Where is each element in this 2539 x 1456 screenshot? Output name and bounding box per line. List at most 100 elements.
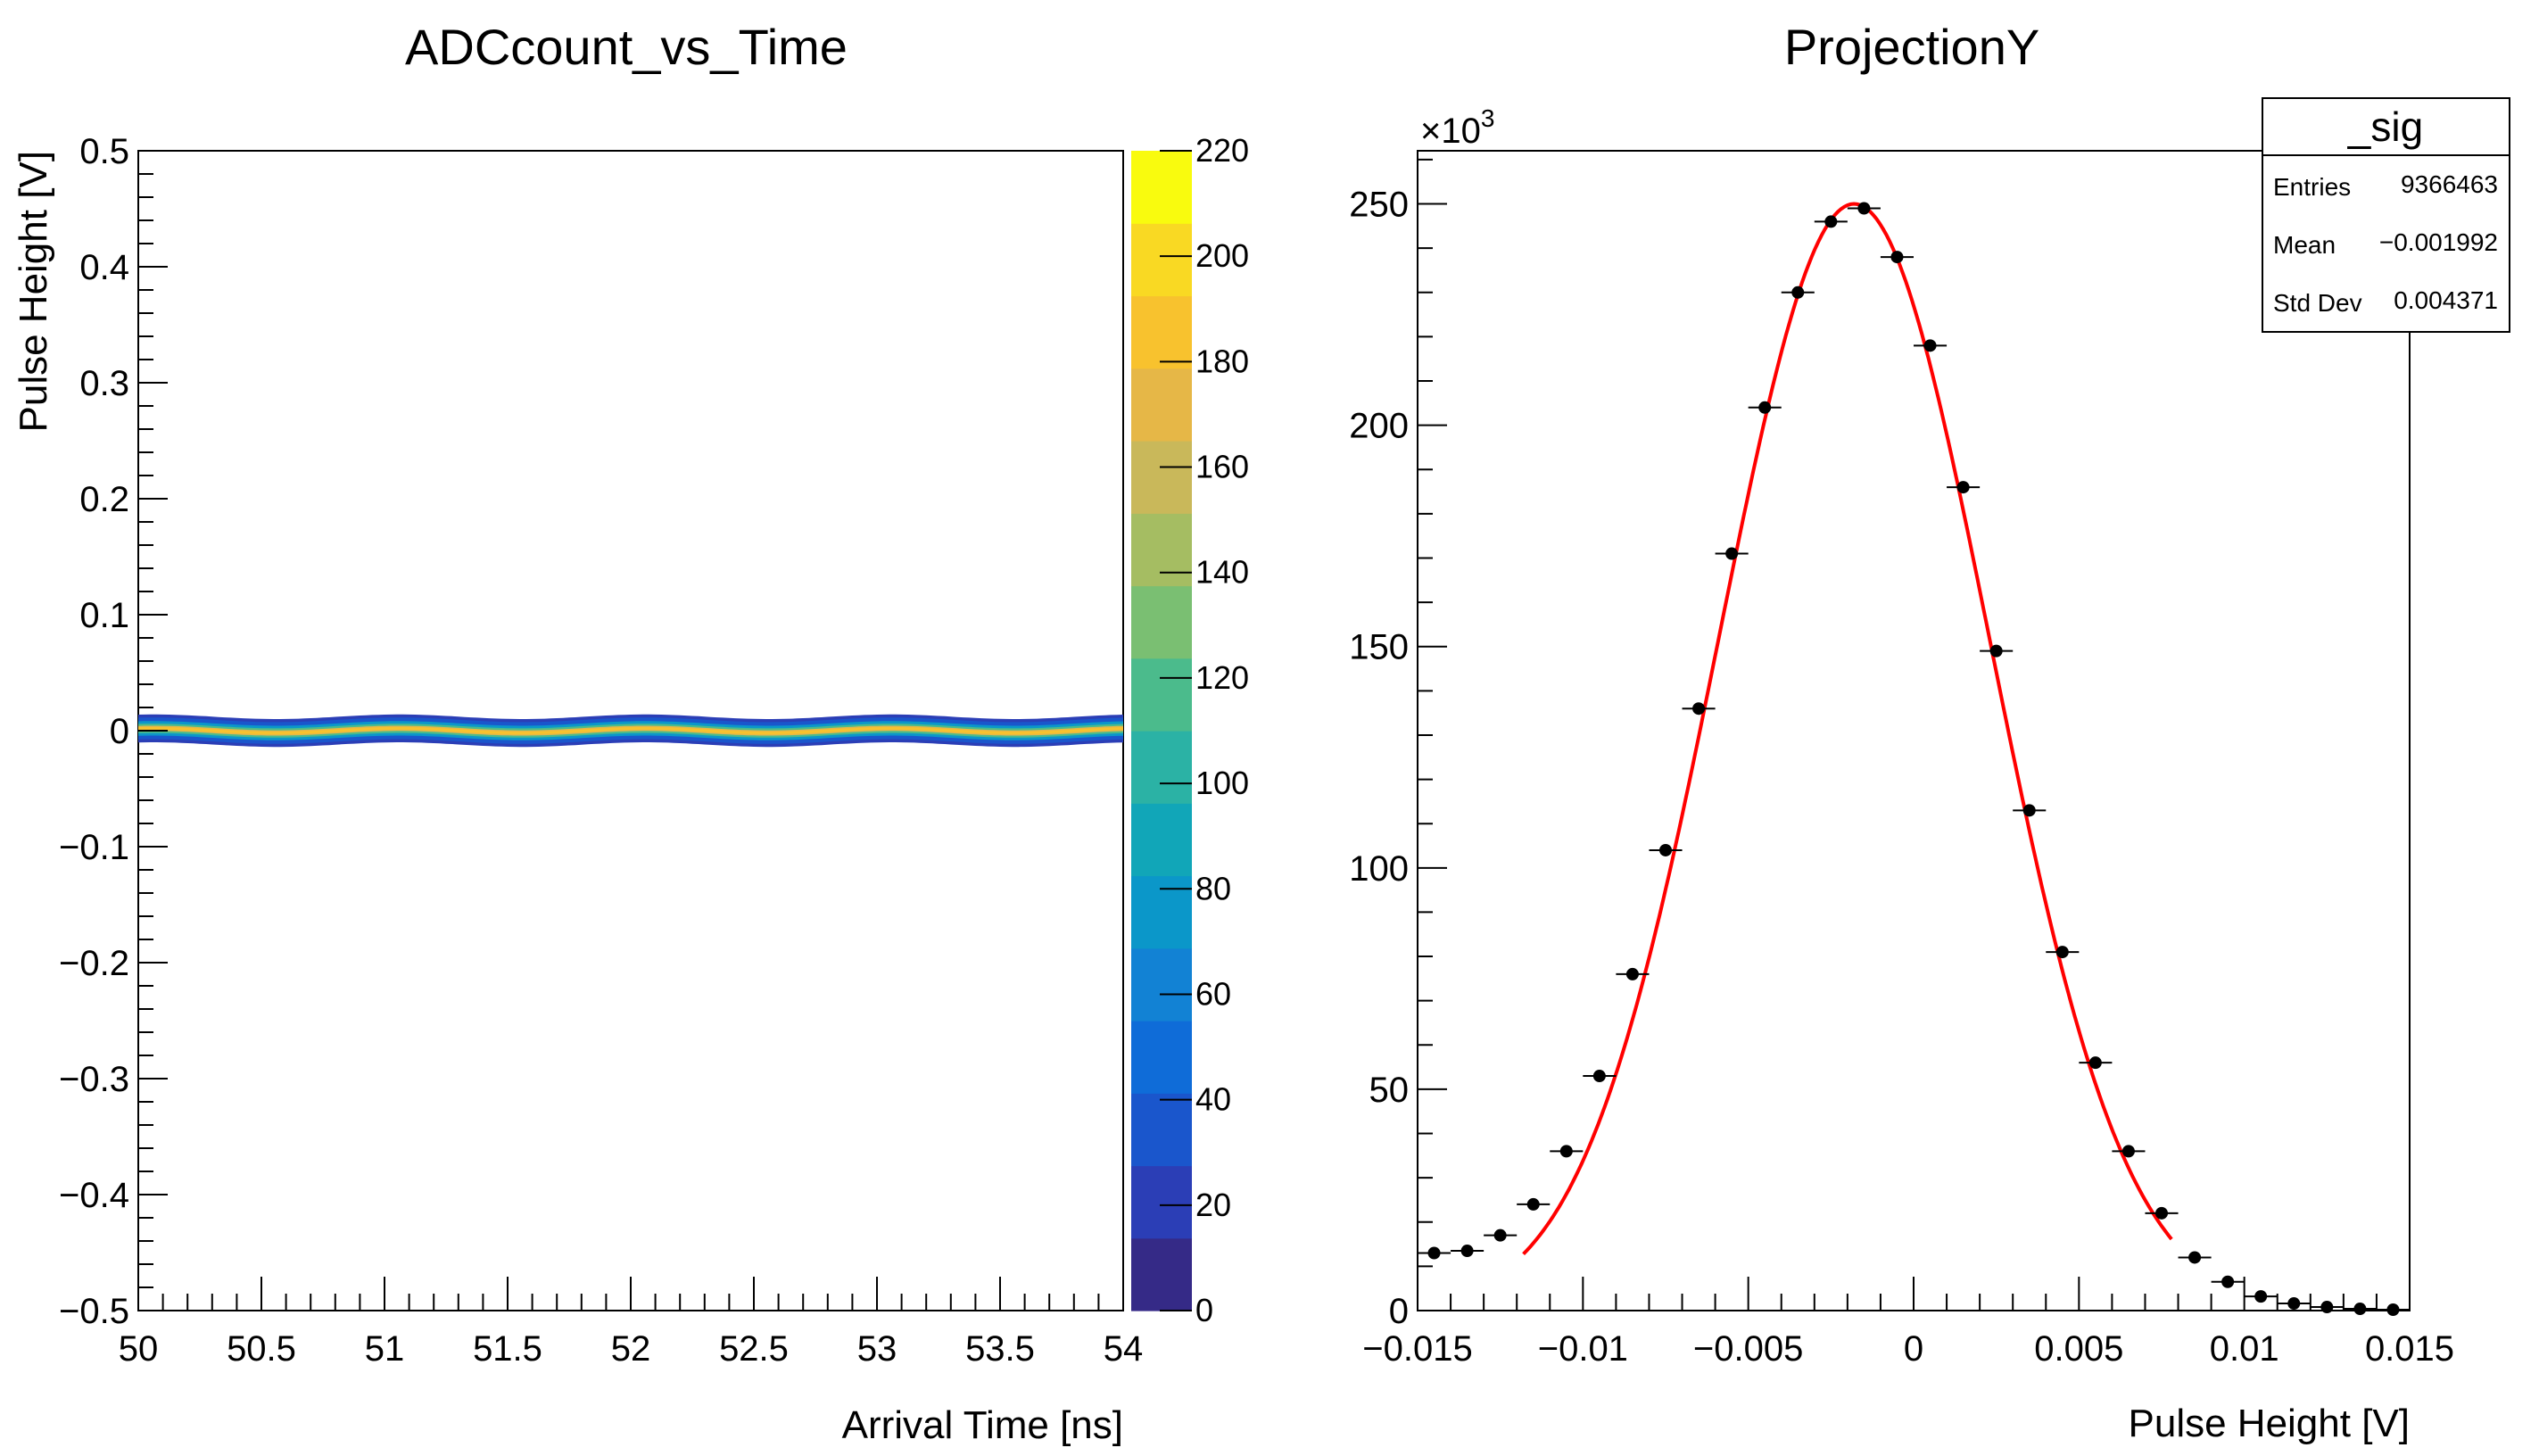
left-y-tick-label: −0.1 bbox=[59, 828, 129, 867]
stats-entries-label: Entries bbox=[2273, 173, 2351, 201]
color-scale-tick-label: 60 bbox=[1195, 975, 1231, 1012]
data-point bbox=[2277, 1297, 2311, 1311]
color-scale-segment bbox=[1131, 1237, 1192, 1311]
data-point bbox=[1814, 215, 1848, 228]
right-y-tick-label: 150 bbox=[1349, 628, 1409, 667]
color-scale-segment bbox=[1131, 223, 1192, 297]
color-scale-tick-label: 20 bbox=[1195, 1187, 1231, 1223]
data-point bbox=[1847, 202, 1881, 215]
left-y-tick-label: 0.2 bbox=[79, 480, 129, 519]
data-point bbox=[1748, 401, 1782, 414]
color-scale-axis: 0 20 40 60 80 100 120 140 160 180 200 220 bbox=[1160, 132, 1249, 1328]
left-y-tick-label: −0.5 bbox=[59, 1292, 129, 1331]
right-x-tick-label: 0.015 bbox=[2365, 1329, 2454, 1369]
right-x-tick-label: 0.005 bbox=[2034, 1329, 2123, 1369]
data-point bbox=[2112, 1145, 2146, 1158]
color-scale-tick-label: 220 bbox=[1195, 132, 1249, 169]
left-x-tick-label: 50.5 bbox=[227, 1329, 296, 1369]
left-y-tick-label: 0.1 bbox=[79, 596, 129, 635]
right-y-tick-label: 250 bbox=[1349, 186, 1409, 225]
data-point bbox=[2310, 1301, 2344, 1314]
color-scale-tick-label: 40 bbox=[1195, 1081, 1231, 1118]
left-x-tick-label: 51.5 bbox=[473, 1329, 542, 1369]
left-x-tick-label: 50 bbox=[119, 1329, 159, 1369]
data-point bbox=[1550, 1145, 1584, 1158]
data-point bbox=[1880, 251, 1914, 264]
right-x-tick-label: −0.01 bbox=[1538, 1329, 1628, 1369]
data-point bbox=[1451, 1245, 1485, 1258]
left-x-tick-label: 53.5 bbox=[965, 1329, 1035, 1369]
data-point bbox=[2145, 1206, 2179, 1220]
color-scale-tick-label: 100 bbox=[1195, 765, 1249, 801]
color-scale-tick-label: 140 bbox=[1195, 554, 1249, 591]
data-point bbox=[1682, 702, 1716, 716]
right-x-tick-label: −0.005 bbox=[1693, 1329, 1803, 1369]
stats-mean-value: −0.001992 bbox=[2379, 228, 2498, 256]
left-x-tick-label: 52 bbox=[611, 1329, 651, 1369]
color-scale-tick-label: 200 bbox=[1195, 237, 1249, 274]
left-y-tick-label: 0.3 bbox=[79, 364, 129, 403]
data-point bbox=[2178, 1251, 2212, 1264]
data-point bbox=[2013, 804, 2047, 817]
left-pad: ADCcount_vs_Time 50 50.5 51 51.5 52 52.5 53 53.… bbox=[12, 19, 1249, 1447]
gaussian-fit-curve bbox=[1522, 202, 2173, 1255]
data-point bbox=[2343, 1303, 2377, 1316]
data-point bbox=[1418, 1246, 1451, 1260]
right-x-tick-label: −0.015 bbox=[1362, 1329, 1472, 1369]
color-scale-segment bbox=[1131, 295, 1192, 369]
right-plot-frame bbox=[1417, 150, 2411, 1311]
left-x-tick-label: 52.5 bbox=[719, 1329, 789, 1369]
left-x-tick-label: 53 bbox=[857, 1329, 897, 1369]
right-y-tick-label: 200 bbox=[1349, 407, 1409, 446]
right-y-axis: 0 50 100 150 200 250 bbox=[1349, 158, 1447, 1331]
data-point bbox=[1980, 644, 2014, 658]
left-x-tick-label: 51 bbox=[365, 1329, 405, 1369]
data-point bbox=[1947, 481, 1981, 494]
data-point bbox=[2046, 946, 2080, 959]
data-point bbox=[1649, 843, 1683, 856]
color-scale-segment bbox=[1131, 1165, 1192, 1239]
color-scale-tick-label: 180 bbox=[1195, 343, 1249, 379]
heatmap-band bbox=[138, 714, 1123, 748]
projection-points bbox=[1418, 202, 2410, 1317]
data-point bbox=[1484, 1228, 1518, 1242]
right-x-tick-label: 0.01 bbox=[2210, 1329, 2279, 1369]
left-y-tick-label: −0.3 bbox=[59, 1060, 129, 1099]
color-scale-segment bbox=[1131, 513, 1192, 587]
color-scale-segment bbox=[1131, 658, 1192, 732]
right-title: ProjectionY bbox=[1784, 19, 2039, 75]
color-scale-segment bbox=[1131, 803, 1192, 877]
left-title: ADCcount_vs_Time bbox=[405, 19, 848, 75]
left-y-axis-label: Pulse Height [V] bbox=[12, 151, 55, 433]
stats-mean-label: Mean bbox=[2273, 231, 2336, 259]
stats-box: _sig Entries 9366463 Mean −0.001992 Std … bbox=[2262, 97, 2510, 333]
stats-stddev-value: 0.004371 bbox=[2394, 286, 2498, 314]
right-x-tick-label: 0 bbox=[1904, 1329, 1923, 1369]
right-x-axis-label: Pulse Height [V] bbox=[2129, 1402, 2411, 1445]
color-scale-segment bbox=[1131, 1021, 1192, 1094]
stats-stddev-label: Std Dev bbox=[2273, 289, 2362, 317]
left-x-tick-label: 54 bbox=[1104, 1329, 1144, 1369]
right-y-tick-label: 0 bbox=[1389, 1292, 1409, 1331]
color-scale-segment bbox=[1131, 947, 1192, 1022]
color-scale-segment bbox=[1131, 368, 1192, 442]
color-scale-tick-label: 160 bbox=[1195, 449, 1249, 485]
right-y-tick-label: 50 bbox=[1369, 1071, 1410, 1110]
data-point bbox=[2376, 1303, 2410, 1317]
color-scale-tick-label: 0 bbox=[1195, 1292, 1213, 1328]
color-scale-segment bbox=[1131, 441, 1192, 514]
color-scale-tick-label: 80 bbox=[1195, 870, 1231, 906]
data-point bbox=[2079, 1056, 2113, 1070]
data-point bbox=[1781, 285, 1815, 299]
y-exponent-label: ×103 bbox=[1420, 104, 1494, 151]
left-y-tick-label: 0 bbox=[110, 712, 129, 751]
left-y-axis: −0.5 −0.4 −0.3 −0.2 −0.1 0 0.1 0.2 0.3 0.4 0.5 bbox=[59, 132, 168, 1331]
data-point bbox=[2244, 1290, 2278, 1303]
color-scale-bar bbox=[1131, 151, 1192, 1311]
color-scale-segment bbox=[1131, 731, 1192, 804]
data-point bbox=[1914, 339, 1948, 352]
data-point bbox=[2211, 1275, 2245, 1288]
right-pad: ProjectionY −0.015 −0.01 −0.005 0 0.005 0.01 0… bbox=[1349, 19, 2510, 1445]
data-point bbox=[1715, 547, 1749, 560]
